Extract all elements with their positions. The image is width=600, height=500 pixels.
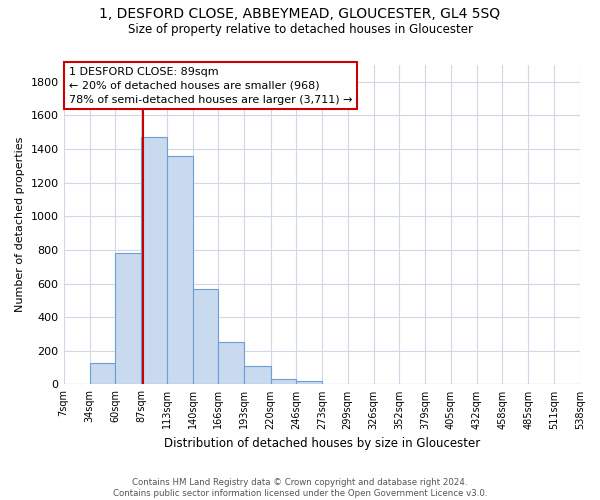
Y-axis label: Number of detached properties: Number of detached properties [15,137,25,312]
Bar [193,288,218,384]
Text: Size of property relative to detached houses in Gloucester: Size of property relative to detached ho… [128,22,473,36]
Bar [271,378,296,384]
Text: 1, DESFORD CLOSE, ABBEYMEAD, GLOUCESTER, GL4 5SQ: 1, DESFORD CLOSE, ABBEYMEAD, GLOUCESTER,… [100,8,500,22]
Bar [218,342,244,384]
Text: 1 DESFORD CLOSE: 89sqm
← 20% of detached houses are smaller (968)
78% of semi-de: 1 DESFORD CLOSE: 89sqm ← 20% of detached… [69,66,352,104]
Bar [167,156,193,384]
Text: Contains HM Land Registry data © Crown copyright and database right 2024.
Contai: Contains HM Land Registry data © Crown c… [113,478,487,498]
Bar [244,366,271,384]
X-axis label: Distribution of detached houses by size in Gloucester: Distribution of detached houses by size … [164,437,480,450]
Bar [142,138,167,384]
Bar [115,254,142,384]
Bar [90,362,115,384]
Bar [296,381,322,384]
